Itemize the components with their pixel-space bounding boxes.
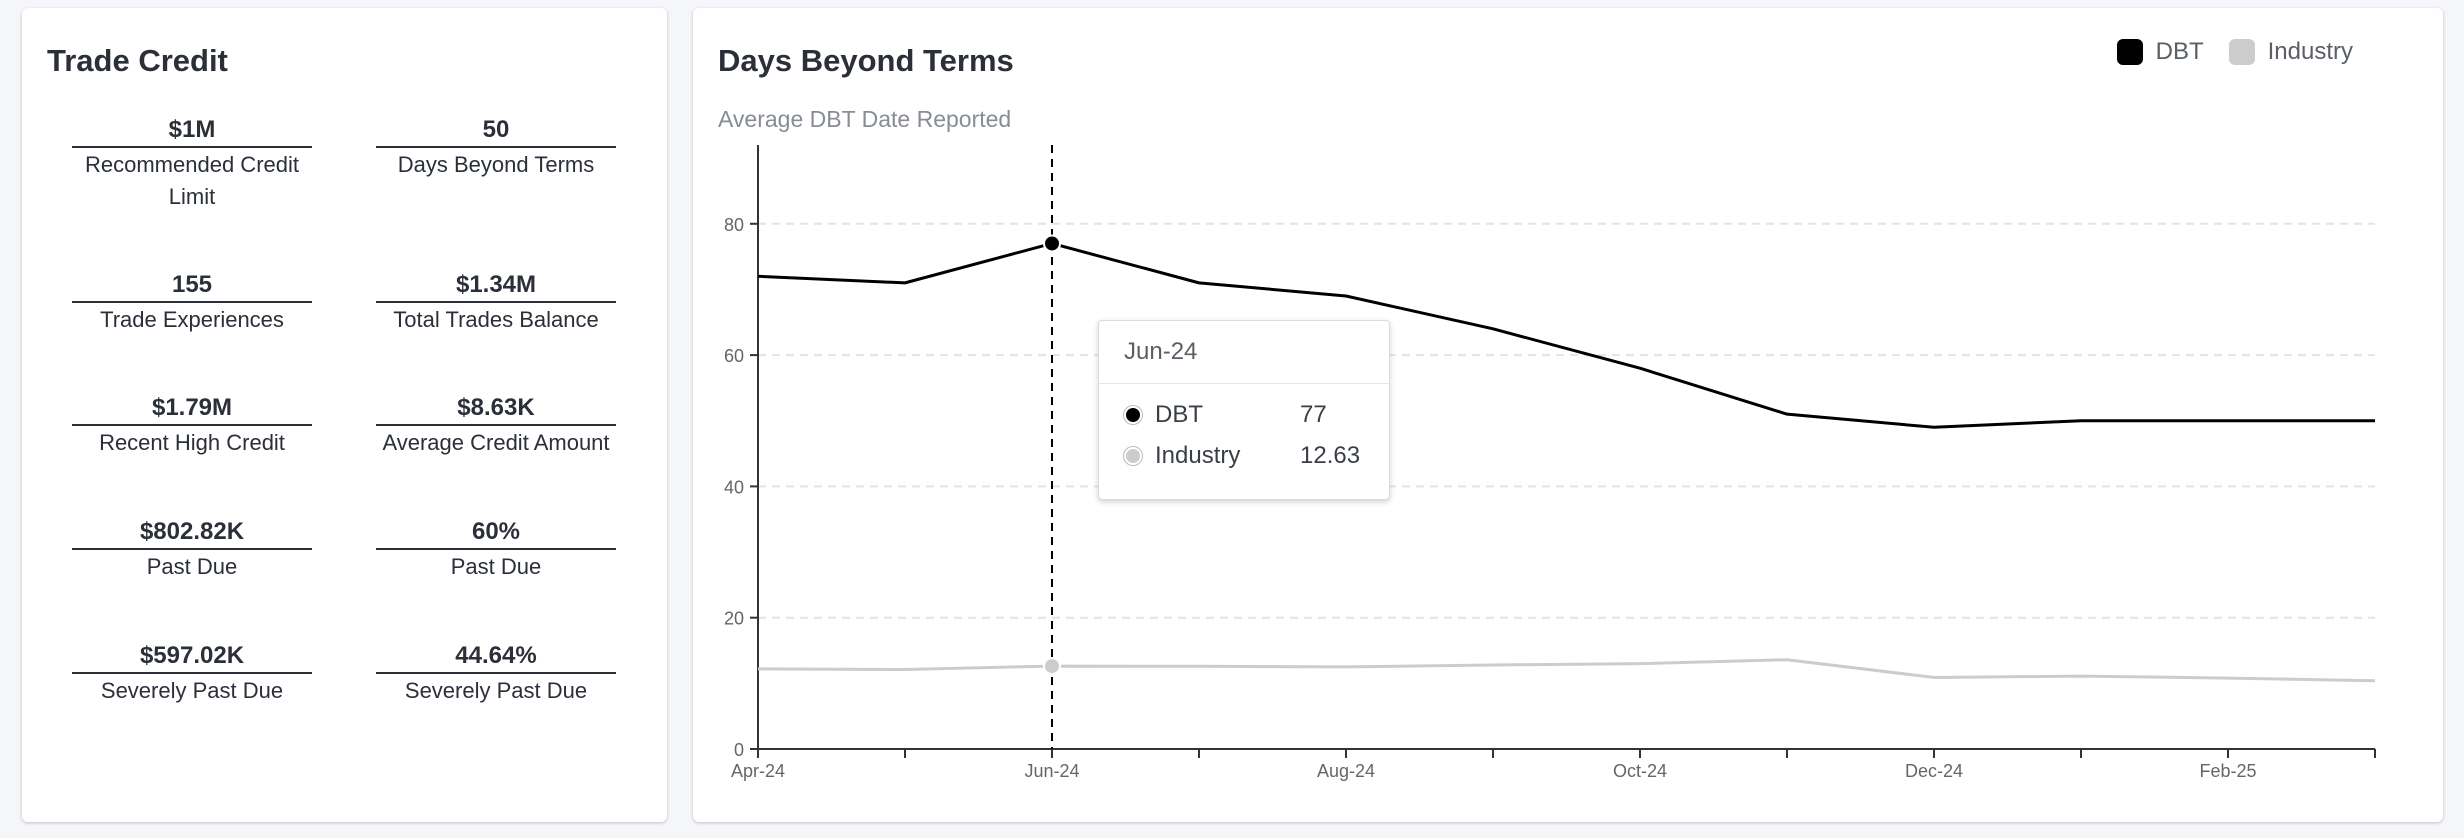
metric-value: $1.34M <box>376 270 616 303</box>
metric-label: Recommended Credit Limit <box>85 152 299 209</box>
days-beyond-terms-title: Days Beyond Terms <box>718 43 1014 78</box>
x-tick-label: Oct-24 <box>1613 761 1667 781</box>
tooltip-row-dbt: DBT 77 <box>1124 401 1327 429</box>
legend-item-dbt[interactable]: DBT <box>2116 38 2204 66</box>
y-tick-label: 0 <box>734 740 744 760</box>
metric-value: $8.63K <box>376 393 616 426</box>
dbt-line-chart[interactable]: 0 20 40 60 80 Apr-24 Jun-24 Aug-24 Oct-24 Dec-24 F… <box>693 8 2443 822</box>
metric-value: $1.79M <box>72 393 312 426</box>
metric-value: $597.02K <box>72 641 312 674</box>
metric-value: $802.82K <box>72 517 312 550</box>
metric-5: $8.63K Average Credit Amount <box>376 393 616 459</box>
y-tick-label: 40 <box>724 477 744 497</box>
metric-label: Recent High Credit <box>99 430 285 455</box>
metric-value: $1M <box>72 115 312 148</box>
metric-label: Trade Experiences <box>100 307 284 332</box>
x-tick-label: Jun-24 <box>1024 761 1079 781</box>
x-tick-label: Apr-24 <box>731 761 785 781</box>
y-tick-label: 20 <box>724 609 744 629</box>
legend-swatch-industry <box>2228 39 2255 65</box>
chart-tooltip: Jun-24 DBT 77 Industry 12.63 <box>1098 320 1390 500</box>
metric-label: Total Trades Balance <box>393 307 599 332</box>
metric-value: 60% <box>376 517 616 550</box>
y-tick-label: 60 <box>724 346 744 366</box>
tooltip-row-industry: Industry 12.63 <box>1124 442 1360 470</box>
legend-swatch-dbt <box>2116 39 2143 65</box>
chart-subtitle: Average DBT Date Reported <box>718 106 1012 132</box>
metric-4: $1.79M Recent High Credit <box>72 393 312 459</box>
legend-label-dbt: DBT <box>2155 38 2204 65</box>
metric-9: 44.64% Severely Past Due <box>376 641 616 707</box>
data-point-industry <box>1043 657 1061 676</box>
metric-label: Severely Past Due <box>100 678 284 703</box>
series-line-dbt <box>757 241 2375 429</box>
metric-0: $1M Recommended Credit Limit <box>72 115 312 213</box>
metric-label: Past Due <box>146 554 238 579</box>
metric-value: 50 <box>376 115 616 148</box>
legend-label-industry: Industry <box>2267 38 2353 65</box>
metric-3: $1.34M Total Trades Balance <box>376 270 616 336</box>
y-tick-label: 80 <box>724 215 744 235</box>
metric-1: 50 Days Beyond Terms <box>376 115 616 181</box>
metric-7: 60% Past Due <box>376 517 616 583</box>
metric-8: $597.02K Severely Past Due <box>72 641 312 707</box>
metric-label: Past Due <box>450 554 542 579</box>
metric-value: 155 <box>72 270 312 303</box>
legend-item-industry[interactable]: Industry <box>2228 38 2353 66</box>
tooltip-value-industry: 12.63 <box>1300 442 1361 469</box>
tooltip-value-dbt: 77 <box>1300 401 1327 428</box>
tooltip-name-dbt: DBT <box>1155 401 1203 428</box>
metric-2: 155 Trade Experiences <box>72 270 312 336</box>
metric-label: Average Credit Amount <box>382 430 610 455</box>
days-beyond-terms-card: Days Beyond Terms Average DBT Date Repor… <box>693 8 2443 822</box>
x-tick-label: Feb-25 <box>2199 761 2256 781</box>
chart-legend: DBT Industry <box>2092 38 2353 66</box>
metric-6: $802.82K Past Due <box>72 517 312 583</box>
x-tick-label: Dec-24 <box>1905 761 1963 781</box>
metric-label: Severely Past Due <box>404 678 588 703</box>
tooltip-name-industry: Industry <box>1155 442 1241 469</box>
metric-value: 44.64% <box>376 641 616 674</box>
trade-credit-title: Trade Credit <box>47 43 228 78</box>
series-line-industry <box>757 658 2376 683</box>
tooltip-dot-industry <box>1124 447 1142 465</box>
tooltip-header: Jun-24 <box>1099 321 1389 384</box>
x-tick-label: Aug-24 <box>1317 761 1375 781</box>
trade-credit-card: Trade Credit $1M Recommended Credit Limit… <box>22 8 667 822</box>
tooltip-dot-dbt <box>1124 406 1142 424</box>
data-point-dbt <box>1043 234 1061 253</box>
metric-label: Days Beyond Terms <box>397 152 595 177</box>
